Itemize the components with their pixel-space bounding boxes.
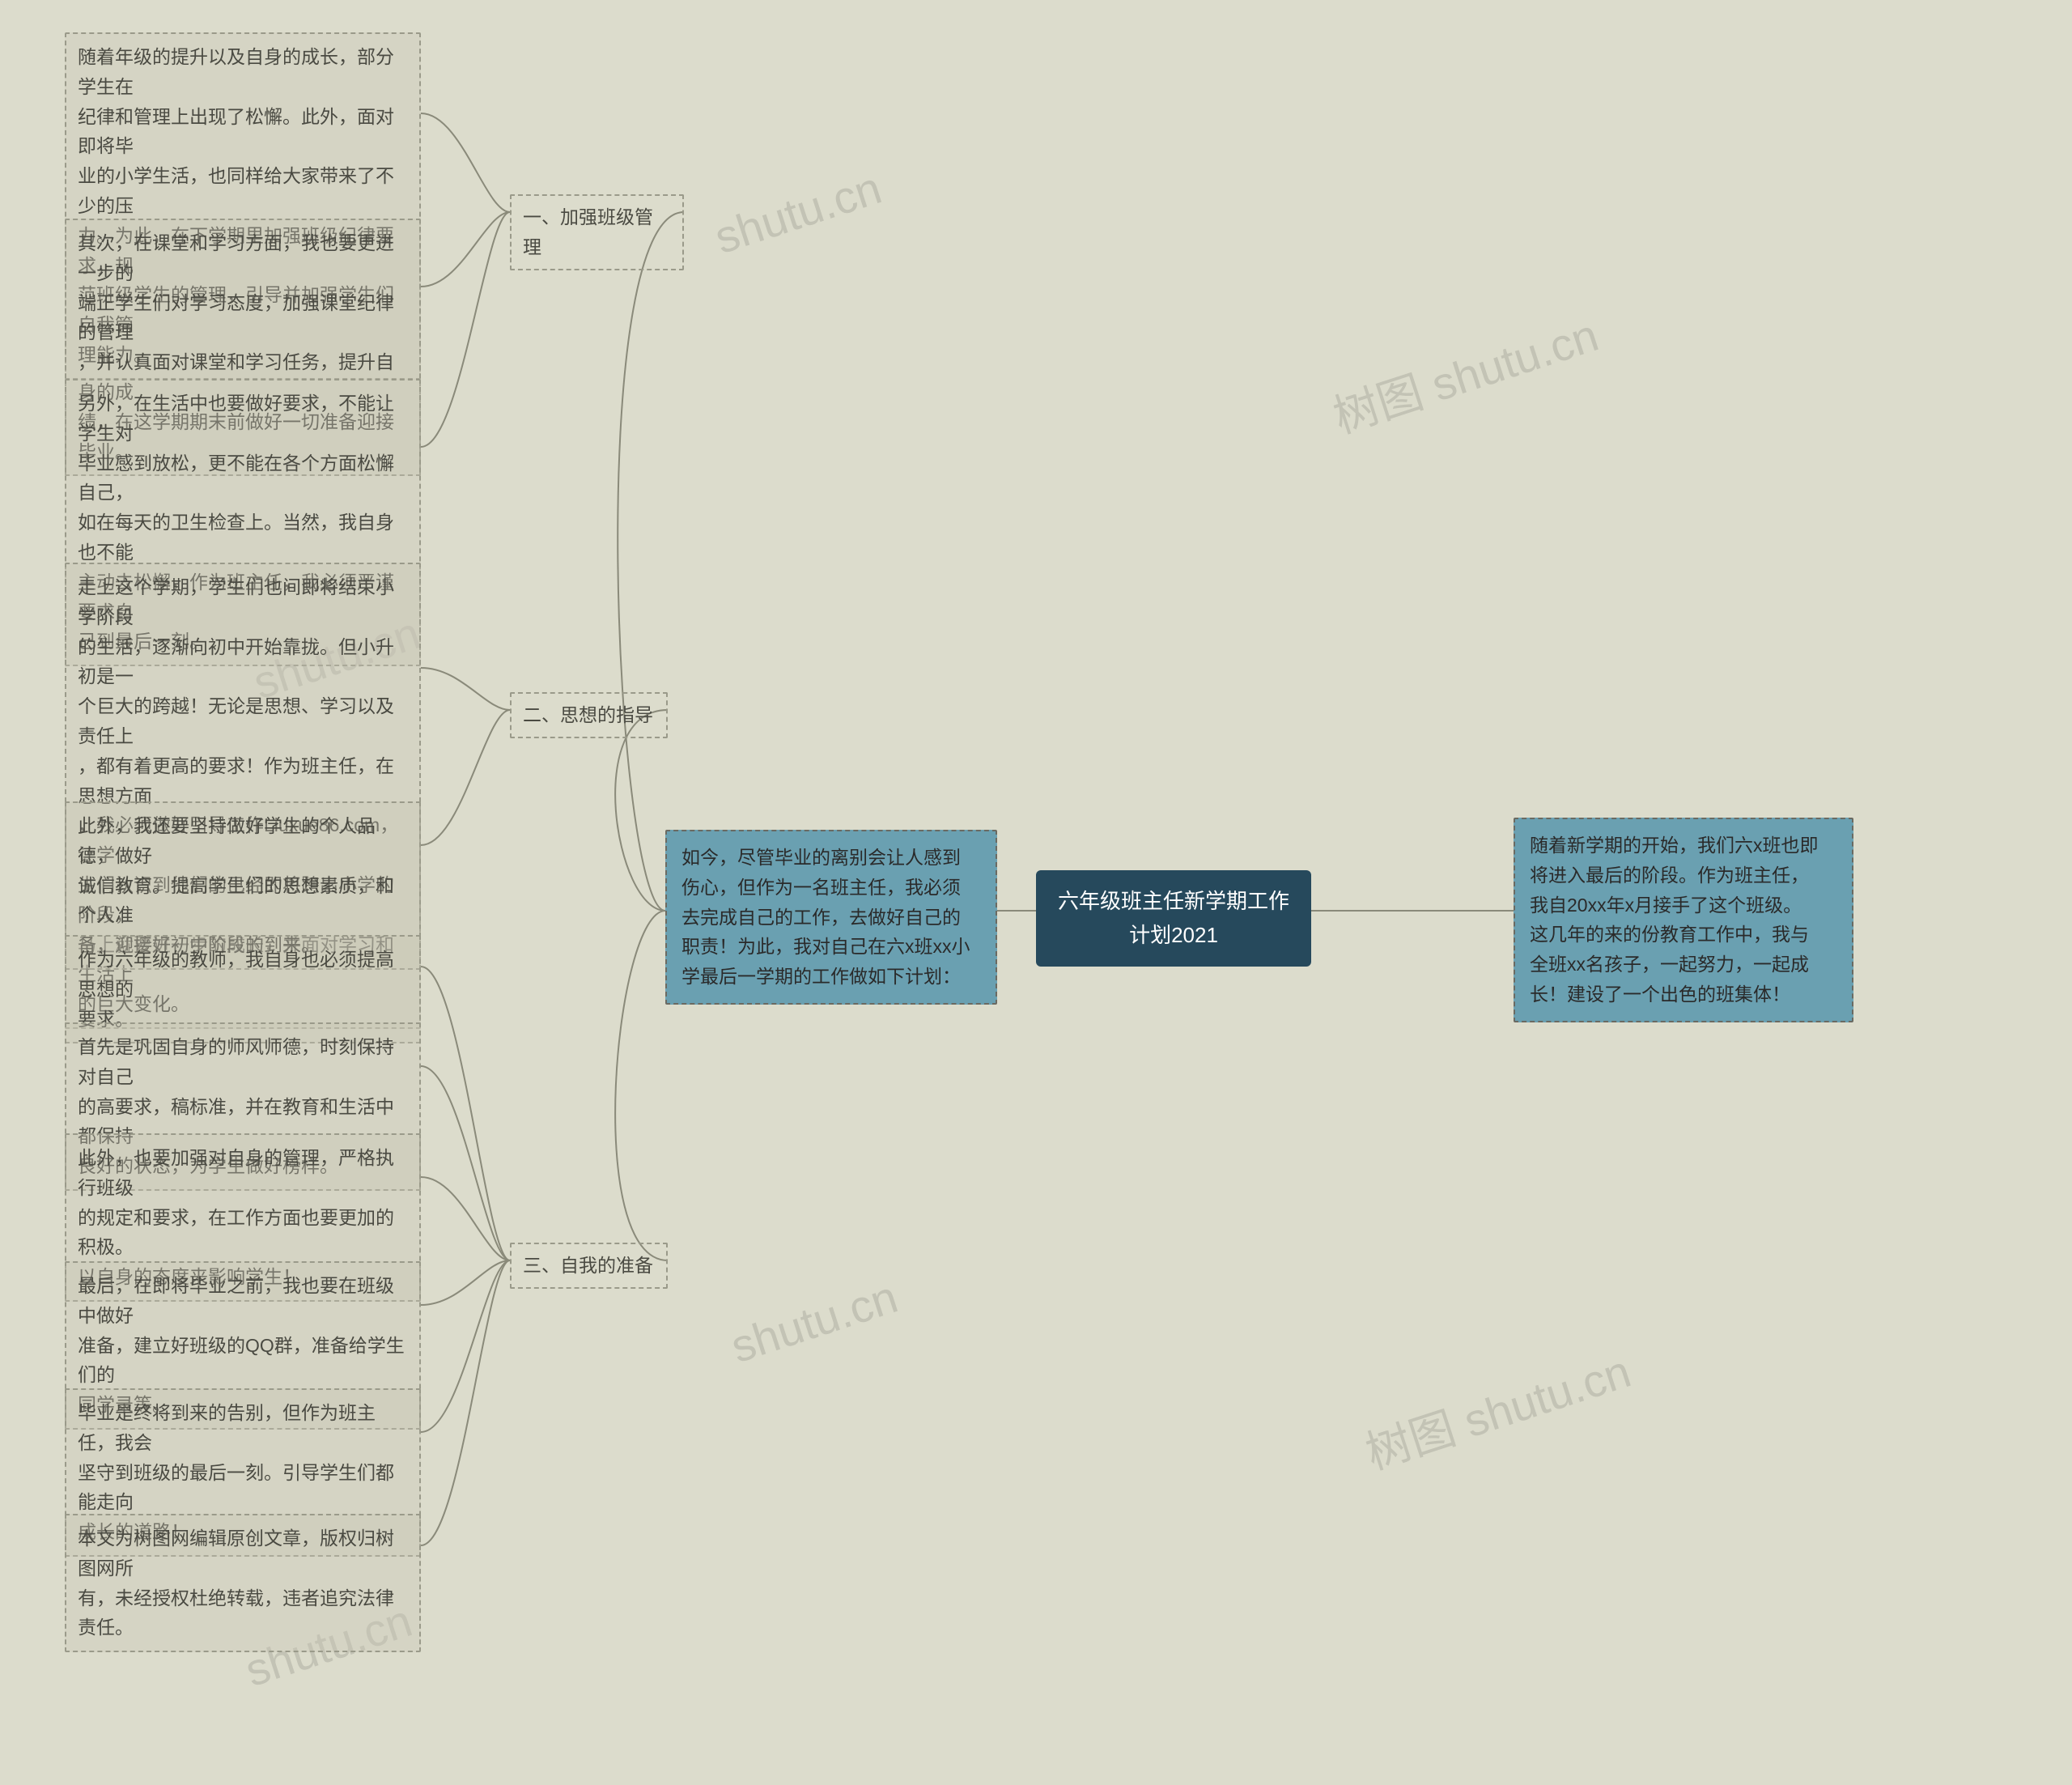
section-title: 一、加强班级管理 (510, 194, 684, 270)
watermark: 树图 shutu.cn (1357, 1336, 1638, 1483)
watermark: shutu.cn (708, 161, 887, 264)
section-title: 三、自我的准备 (510, 1243, 668, 1289)
plan-intro: 如今，尽管毕业的离别会让人感到 伤心，但作为一名班主任，我必须 去完成自己的工作… (665, 830, 997, 1005)
section-title: 二、思想的指导 (510, 692, 668, 738)
watermark: shutu.cn (724, 1270, 903, 1373)
watermark: 树图 shutu.cn (1324, 300, 1606, 447)
intro-paragraph: 随着新学期的开始，我们六x班也即 将进入最后的阶段。作为班主任， 我自20xx年… (1514, 818, 1853, 1022)
leaf-node: 本文为树图网编辑原创文章，版权归树图网所 有，未经授权杜绝转载，违者追究法律责任… (65, 1514, 421, 1652)
mindmap-root: 六年级班主任新学期工作 计划2021 (1036, 870, 1311, 967)
